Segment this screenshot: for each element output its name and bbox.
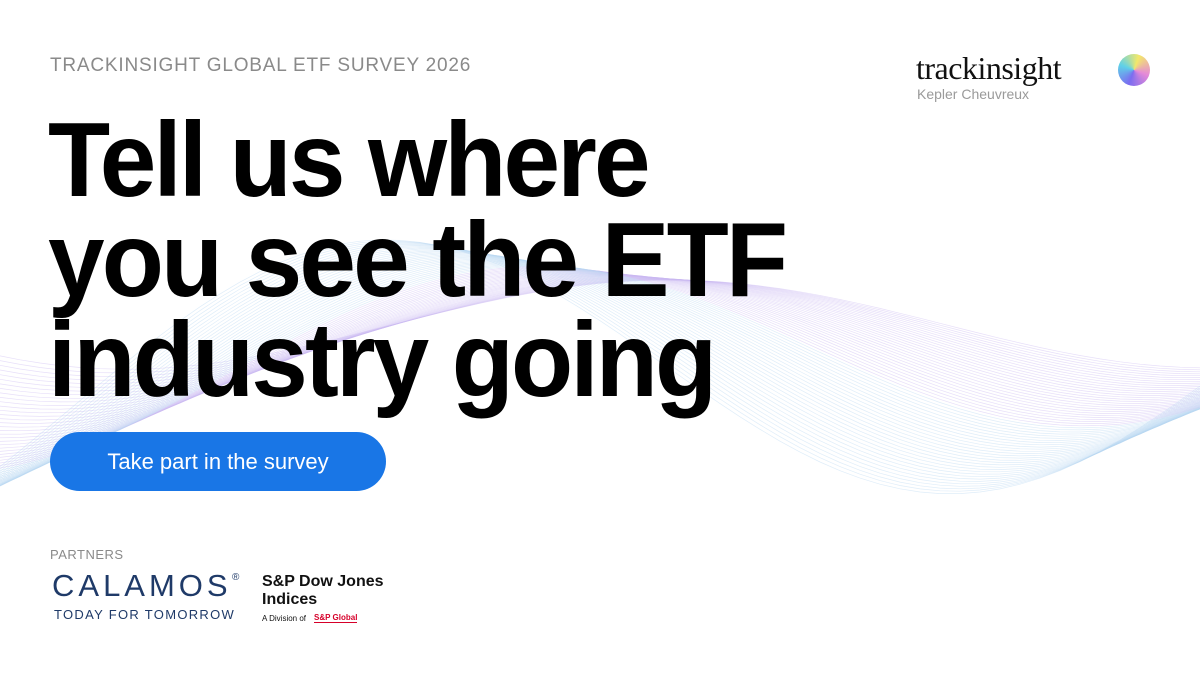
wave-line	[0, 249, 1200, 485]
calamos-mark: ®	[232, 572, 240, 583]
calamos-tagline: TODAY FOR TOMORROW	[54, 607, 236, 622]
partners-label: PARTNERS	[50, 547, 124, 562]
wave-line	[0, 265, 1200, 471]
wave-line	[0, 253, 1200, 487]
wave-line	[0, 261, 1200, 480]
wave-line	[0, 239, 1200, 494]
wave-line	[0, 260, 1200, 482]
wave-line	[0, 271, 1200, 446]
wave-line	[0, 269, 1200, 455]
wave-line	[0, 273, 1200, 432]
wave-line	[0, 268, 1200, 458]
wave-line	[0, 252, 1200, 487]
wave-line	[0, 268, 1200, 461]
wave-line	[0, 262, 1200, 479]
eyebrow: TRACKINSIGHT GLOBAL ETF SURVEY 2026	[50, 55, 472, 76]
wave-line	[0, 241, 1200, 490]
brand-tagline: Kepler Cheuvreux	[917, 86, 1030, 102]
survey-button[interactable]: Take part in the survey	[50, 432, 386, 491]
calamos-logo: CALAMOS	[52, 568, 232, 603]
wave-line	[0, 279, 1200, 374]
wave-line	[0, 252, 1200, 486]
wave-line	[0, 251, 1200, 486]
wave-line	[0, 245, 1200, 480]
brand-orb	[1118, 54, 1150, 86]
wave-line	[0, 259, 1200, 484]
wave-line	[0, 254, 1200, 487]
wave-line	[0, 266, 1200, 469]
spdji-parent: S&P Global	[314, 613, 358, 623]
wave-line	[0, 275, 1200, 417]
wave-line	[0, 276, 1200, 406]
wave-line	[0, 248, 1200, 484]
wave-line	[0, 246, 1200, 481]
headline: Tell us where	[48, 101, 651, 219]
wave-line	[0, 277, 1200, 399]
wave-line	[0, 275, 1200, 414]
wave-line	[0, 278, 1200, 381]
wave-line	[0, 263, 1200, 477]
wave-line	[0, 275, 1200, 421]
brand-logo: trackinsight	[916, 50, 1062, 86]
wave-line	[0, 258, 1200, 485]
wave-line	[0, 279, 1200, 370]
wave-line	[0, 243, 1200, 485]
spdji-logo: S&P Dow Jones	[262, 573, 384, 590]
wave-line	[0, 240, 1200, 492]
wave-line	[0, 274, 1200, 424]
wave-line	[0, 273, 1200, 435]
spdji-logo: Indices	[262, 591, 318, 608]
wave-line	[0, 277, 1200, 396]
wave-line	[0, 271, 1200, 442]
wave-line	[0, 257, 1200, 486]
wave-line	[0, 276, 1200, 410]
wave-line	[0, 256, 1200, 486]
headline: industry going	[48, 301, 717, 419]
wave-line	[0, 267, 1200, 464]
wave-line	[0, 250, 1200, 485]
wave-line	[0, 278, 1200, 392]
wave-line	[0, 279, 1200, 377]
wave-line	[0, 277, 1200, 403]
wave-line	[0, 244, 1200, 482]
wave-line	[0, 242, 1200, 487]
headline: you see the ETF	[48, 201, 788, 319]
wave-line	[0, 264, 1200, 473]
spdji-division: A Division of	[262, 614, 307, 623]
wave-line	[0, 278, 1200, 385]
wave-line	[0, 274, 1200, 428]
wave-line	[0, 266, 1200, 466]
wave-line	[0, 259, 1200, 483]
wave-line	[0, 255, 1200, 487]
wave-line	[0, 278, 1200, 388]
wave-line	[0, 270, 1200, 449]
wave-line	[0, 270, 1200, 452]
wave-line	[0, 272, 1200, 439]
wave-line	[0, 263, 1200, 475]
wave-line	[0, 247, 1200, 482]
